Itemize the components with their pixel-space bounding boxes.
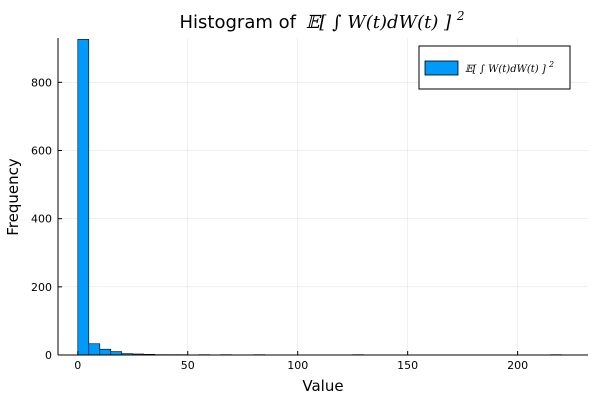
y-axis-label: Frequency: [4, 158, 22, 236]
legend-swatch: [424, 60, 459, 76]
y-tick-label-3: 600: [31, 144, 52, 157]
chart-title-math: 𝔼[ ∫ W(t)dW(t) ]: [306, 12, 452, 33]
x-axis-label: Value: [302, 377, 343, 395]
y-tick-labels: 0 200 400 600 800: [31, 76, 52, 362]
y-tick-label-4: 800: [31, 76, 52, 89]
chart-title-prefix: Histogram of: [180, 12, 297, 33]
legend-entry-math: 𝔼[ ∫ W(t)dW(t) ]: [465, 64, 546, 75]
chart-title-exponent: 2: [456, 9, 465, 23]
x-tick-label-1: 50: [181, 359, 195, 372]
legend-entry-exponent: 2: [548, 60, 554, 69]
x-tick-label-4: 200: [507, 359, 528, 372]
x-tick-label-3: 150: [397, 359, 418, 372]
legend: 𝔼[ ∫ W(t)dW(t) ] 2: [418, 45, 571, 90]
histogram-bar-3: [110, 351, 123, 356]
y-tick-label-2: 400: [31, 213, 52, 226]
histogram-bar-2: [99, 348, 112, 356]
histogram-bar-0: [77, 39, 90, 356]
x-tick-labels: 0 50 100 150 200: [74, 359, 528, 372]
histogram-bar-1: [88, 343, 101, 356]
y-tick-label-1: 200: [31, 281, 52, 294]
x-tick-label-0: 0: [74, 359, 81, 372]
chart-title: Histogram of 𝔼[ ∫ W(t)dW(t) ] 2: [180, 9, 465, 33]
legend-entry: 𝔼[ ∫ W(t)dW(t) ] 2: [465, 60, 554, 75]
axes: [57, 38, 588, 356]
y-tick-label-0: 0: [45, 349, 52, 362]
x-tick-label-2: 100: [287, 359, 308, 372]
